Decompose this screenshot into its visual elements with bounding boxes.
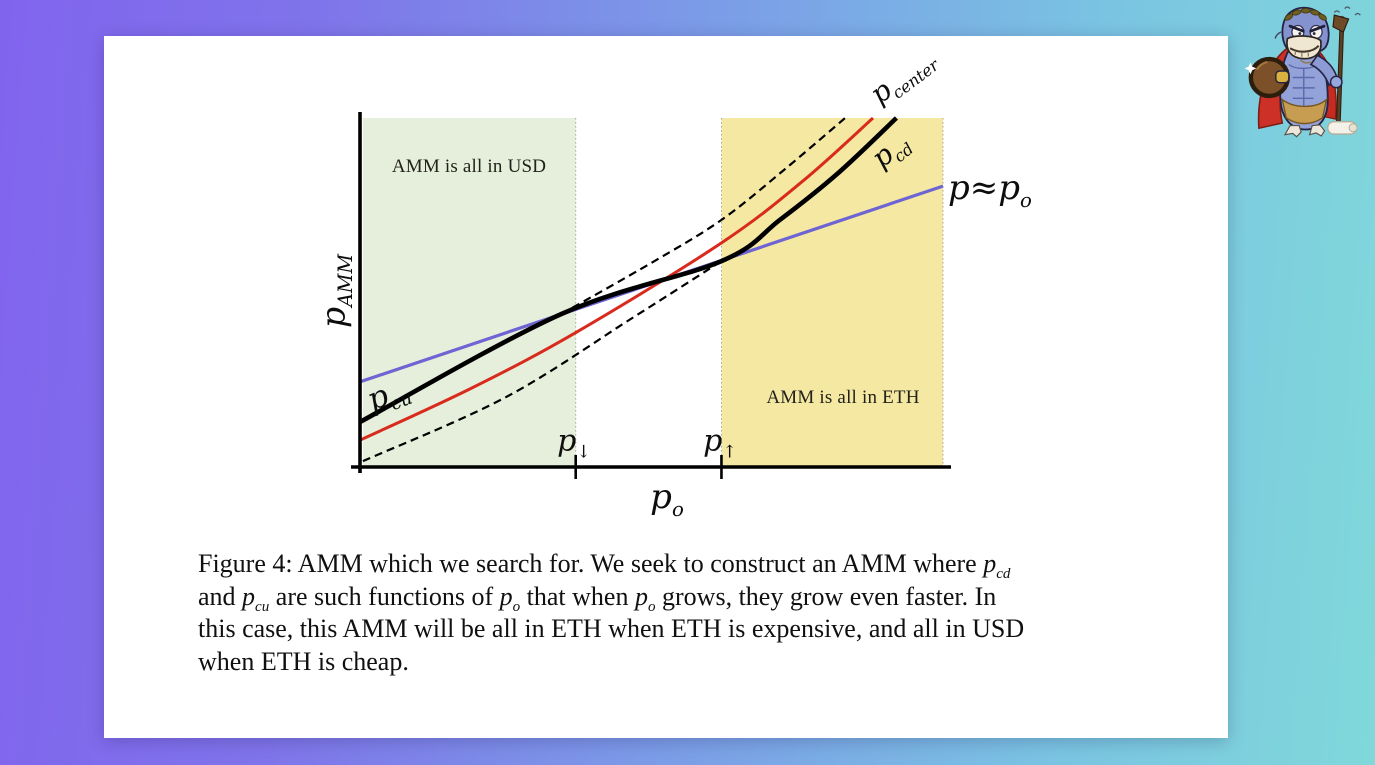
caption-line: and pcu are such functions of po that wh… — [198, 581, 997, 615]
mascot-gauntlet — [1275, 70, 1290, 84]
mascot-shield — [1244, 56, 1290, 99]
y-axis-label: pAMM — [313, 253, 358, 329]
mascot-image — [1244, 6, 1361, 138]
x-axis-label: po — [650, 477, 684, 521]
chart-axes — [351, 112, 951, 473]
mascot-loincloth — [1281, 97, 1328, 125]
figure-caption: Figure 4: AMM which we search for. We se… — [198, 548, 1178, 678]
amm-figure-chart — [351, 112, 951, 479]
p-up-tick-label: p↑ — [703, 423, 737, 463]
mascot-foot-right — [1308, 124, 1326, 137]
mascot-arm-right — [1309, 54, 1338, 87]
chart-ticks — [574, 455, 723, 479]
figure-card: pAMM AMM is all in USD AMM is all in ETH… — [104, 36, 1228, 738]
p-down-tick-label: p↓ — [557, 423, 591, 463]
mascot-fist — [1329, 75, 1343, 89]
market-price-line-label: p≈po — [948, 168, 1032, 212]
mascot-shield-sparkle — [1244, 62, 1257, 75]
mascot-head — [1274, 6, 1330, 64]
caption-line: this case, this AMM will be all in ETH w… — [198, 614, 1025, 643]
mascot-body — [1279, 46, 1343, 138]
mascot-bill — [1286, 35, 1322, 64]
mascot-foot-left — [1283, 125, 1302, 138]
region-label-all-in-eth: AMM is all in ETH — [766, 387, 920, 408]
chart-series-lines — [358, 116, 944, 463]
mascot-laurel-wreath — [1284, 7, 1327, 21]
region-label-all-in-usd: AMM is all in USD — [391, 156, 547, 177]
caption-line: when ETH is cheap. — [198, 646, 409, 676]
caption-line: Figure 4: AMM which we search for. We se… — [198, 549, 1011, 583]
mascot-scroll — [1327, 121, 1358, 135]
